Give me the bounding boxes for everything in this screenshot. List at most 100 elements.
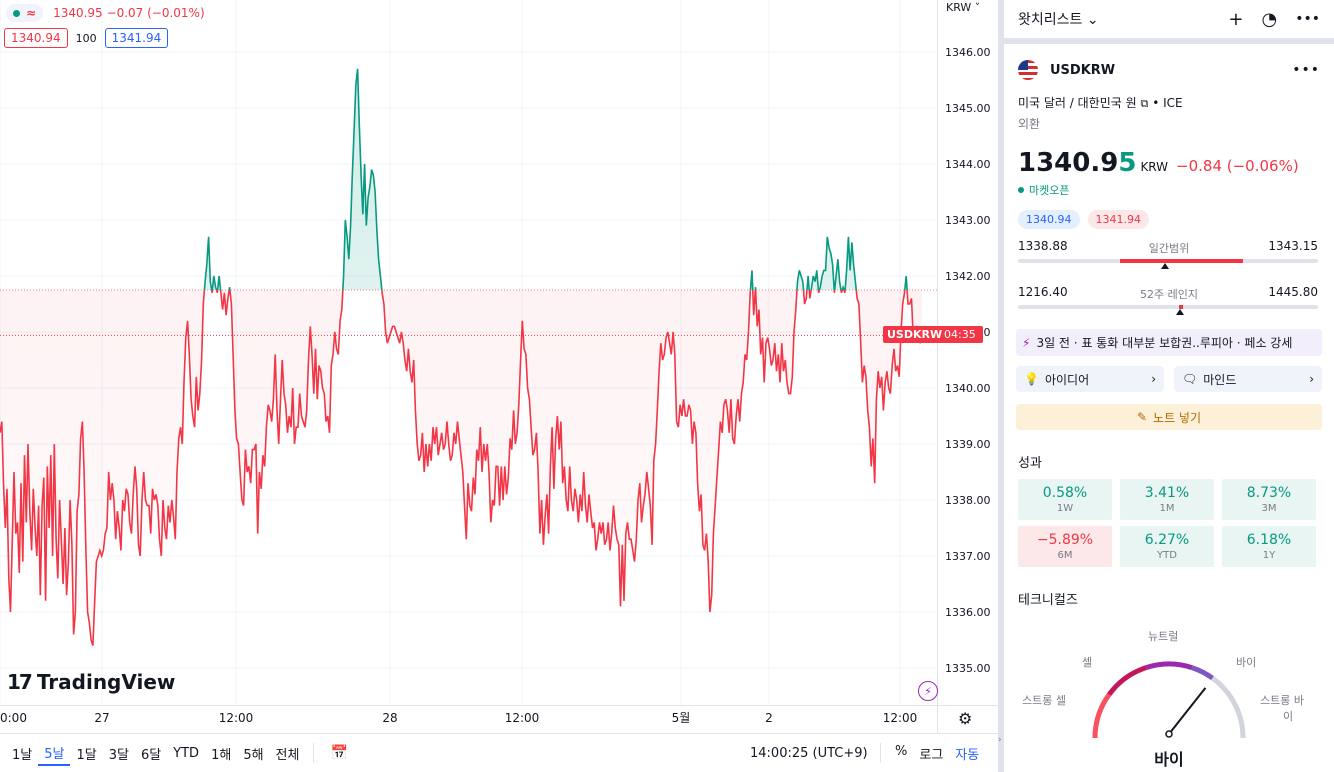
year-range: 1216.40 52주 레인지 1445.80 — [1004, 285, 1334, 321]
x-tick-label: 12:00 — [505, 711, 540, 725]
gauge-label-buy: 바이 — [1236, 656, 1257, 669]
right-panel: 왓치리스트 ⌄ + ◔ ••• USDKRW ••• 미국 달러 / 대한민국 … — [1004, 0, 1334, 772]
performance-cell[interactable]: 0.58% 1W — [1018, 479, 1112, 520]
performance-period: 1W — [1056, 503, 1074, 514]
watchlist-header: 왓치리스트 ⌄ + ◔ ••• — [1004, 0, 1334, 38]
range-button[interactable]: 3달 — [108, 747, 129, 763]
external-link-icon[interactable]: ⧉ — [1140, 97, 1149, 110]
currency-selector[interactable]: KRW ˅ — [946, 1, 981, 14]
gauge-label-strong-sell: 스트롱 셀 — [1022, 694, 1066, 707]
gauge-segment — [1191, 665, 1214, 681]
ask-box[interactable]: 1341.94 — [104, 28, 169, 48]
scale-toggle[interactable]: 자동 — [955, 747, 980, 763]
gauge-hub — [1165, 730, 1173, 738]
spread-value: 100 — [75, 31, 97, 45]
more-options-icon[interactable]: ••• — [1292, 62, 1320, 78]
y-tick-label: 1343.00 — [945, 214, 991, 227]
performance-cell[interactable]: 3.41% 1M — [1120, 479, 1214, 520]
clock-readout[interactable]: 14:00:25 (UTC+9) — [750, 745, 868, 761]
gauge-label-sell: 셀 — [1082, 656, 1093, 669]
tradingview-wordmark: TradingView — [36, 670, 176, 694]
x-tick-label: 12:00 — [883, 711, 918, 725]
gauge-label-strong-buy-1: 스트롱 바 — [1260, 694, 1304, 707]
market-open-dot-icon — [13, 9, 20, 17]
more-options-icon[interactable]: ••• — [1295, 11, 1320, 27]
performance-value: 3.41% — [1144, 485, 1190, 501]
lightbulb-icon: 💡 — [1024, 372, 1039, 386]
chat-bubble-icon: 🗨 — [1182, 372, 1198, 386]
performance-cell[interactable]: 6.27% YTD — [1120, 526, 1214, 567]
edit-note-icon: ✎ — [1136, 410, 1148, 424]
y-tick-label: 1339.00 — [945, 438, 991, 451]
y-tick-label: 1336.00 — [945, 606, 991, 619]
day-range-low: 1338.88 — [1018, 239, 1068, 253]
watchlist-title[interactable]: 왓치리스트 ⌄ — [1018, 12, 1099, 28]
gauge-segment — [1210, 676, 1246, 739]
price-currency: KRW — [1140, 160, 1169, 174]
bid-box[interactable]: 1340.94 — [4, 28, 68, 48]
range-button[interactable]: 1해 — [211, 747, 232, 763]
minds-button[interactable]: 🗨 마인드 › — [1174, 366, 1322, 392]
x-tick-label: 2 — [765, 711, 773, 725]
watchlist-actions: + ◔ ••• — [1228, 9, 1320, 30]
day-range-high: 1343.15 — [1268, 239, 1318, 253]
performance-title: 성과 — [1018, 456, 1042, 471]
lightning-icon: ⚡ — [1022, 336, 1031, 350]
exchange-name[interactable]: ICE — [1163, 96, 1183, 110]
gauge-label-strong-buy-2: 이 — [1283, 710, 1294, 723]
performance-cell[interactable]: 6.18% 1Y — [1222, 526, 1316, 567]
add-symbol-icon[interactable]: + — [1228, 8, 1244, 30]
tradingview-logo[interactable]: 17 TradingView — [7, 670, 175, 694]
toolbar-divider — [313, 743, 315, 763]
news-headline[interactable]: ⚡ 3일 전 · 표 통화 대부분 보합권..루피아 · 페소 강세 — [1016, 329, 1322, 356]
year-range-low: 1216.40 — [1018, 285, 1068, 299]
chevron-down-icon: ˅ — [971, 1, 981, 14]
market-open-dot-icon — [1018, 187, 1024, 193]
ask-pill: 1341.94 — [1087, 210, 1149, 229]
ideas-button[interactable]: 💡 아이디어 › — [1016, 366, 1164, 392]
range-button[interactable]: YTD — [173, 745, 200, 761]
performance-cell[interactable]: −5.89% 6M — [1018, 526, 1112, 567]
gauge-segment — [1107, 665, 1147, 697]
symbol-name[interactable]: USDKRW — [1050, 62, 1116, 78]
range-button[interactable]: 6달 — [140, 747, 162, 763]
year-range-label: 52주 레인지 — [1140, 288, 1198, 301]
range-button[interactable]: 5해 — [243, 747, 264, 763]
range-button[interactable]: 1날 — [12, 747, 33, 763]
legend-price: 1340.95 −0.07 (−0.01%) — [53, 6, 205, 20]
bottom-toolbar: 1날 5날 1달 3달 6달 YTD 1해 5해 전체 📅 14:00:25 (UTC+9) %… — [0, 733, 998, 772]
calendar-goto-icon[interactable]: 📅 — [330, 745, 348, 761]
panel-divider[interactable] — [998, 0, 1004, 772]
gear-icon[interactable]: ⚙ — [958, 709, 973, 728]
range-button[interactable]: 5날 — [38, 740, 71, 766]
lightning-icon[interactable]: ⚡ — [918, 681, 938, 701]
range-button[interactable]: 1달 — [76, 747, 97, 763]
scale-toggle[interactable]: 로그 — [919, 747, 944, 763]
market-status-pill[interactable]: ≈ — [6, 4, 44, 22]
tradingview-mark-icon: 17 — [7, 670, 33, 694]
scale-toggle[interactable]: % — [895, 743, 908, 759]
day-range-fill — [1120, 259, 1243, 263]
y-tick-label: 1338.00 — [945, 494, 991, 507]
year-range-high: 1445.80 — [1268, 285, 1318, 299]
performance-cell[interactable]: 8.73% 3M — [1222, 479, 1316, 520]
performance-value: 8.73% — [1246, 485, 1292, 501]
add-note-button[interactable]: ✎ 노트 넣기 — [1016, 404, 1322, 430]
pie-chart-icon[interactable]: ◔ — [1261, 8, 1278, 30]
chart-panel[interactable]: 1346.00 1345.00 1344.00 1343.00 1342.00 1341.… — [0, 0, 998, 772]
area-fill-below — [0, 290, 922, 646]
day-range-bar — [1018, 259, 1318, 269]
technicals-gauge[interactable] — [1004, 620, 1334, 750]
day-range-label: 일간범위 — [1148, 242, 1190, 255]
performance-period: YTD — [1157, 550, 1177, 561]
x-tick-label: 5월 — [672, 711, 691, 725]
price-chart[interactable]: 1346.00 1345.00 1344.00 1343.00 1342.00 1341.… — [0, 0, 998, 733]
performance-value: 0.58% — [1042, 485, 1088, 501]
range-button[interactable]: 전체 — [275, 747, 300, 763]
quote-row: 1340.9 5 KRW −0.84 (−0.06%) — [1004, 132, 1334, 178]
day-range: 1338.88 일간범위 1343.15 — [1004, 239, 1334, 275]
collapse-handle-icon[interactable]: › — [998, 735, 1002, 745]
technicals-title: 테크니컬즈 — [1018, 593, 1078, 608]
performance-period: 1M — [1159, 503, 1175, 514]
symbol-type: 외환 — [1018, 117, 1041, 131]
